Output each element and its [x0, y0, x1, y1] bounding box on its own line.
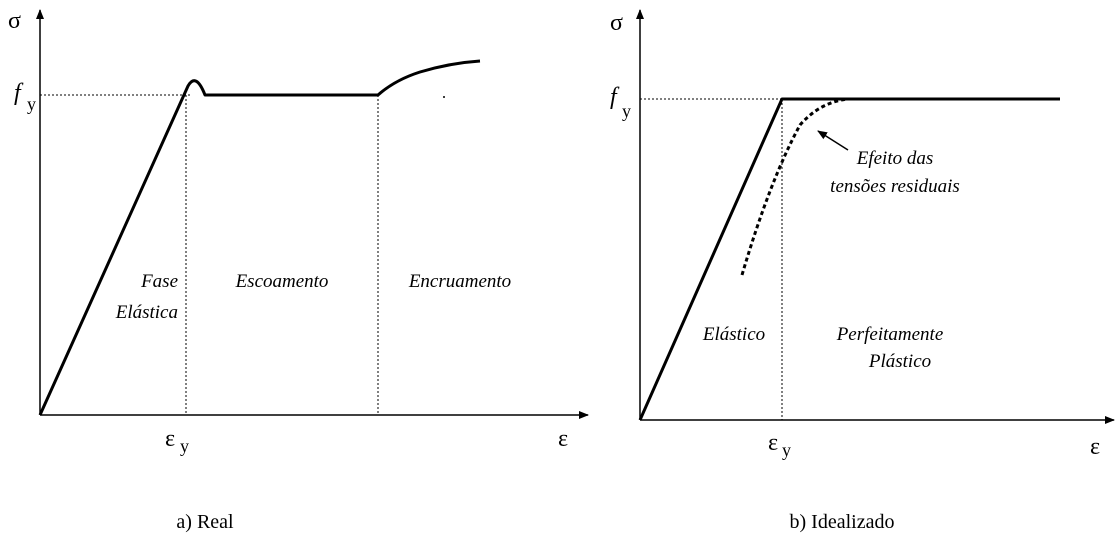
panel-idealized: σ f y ε y ε Efeito das tensões residuais…	[610, 9, 1115, 533]
ey-label: ε	[165, 426, 175, 452]
fy-label: f	[14, 80, 24, 106]
annotation-arrow	[817, 130, 849, 151]
region-label: Perfeitamente	[836, 324, 944, 345]
axis-x-label: ε	[558, 426, 568, 452]
residual-curve	[740, 97, 849, 276]
region-label: Plástico	[868, 351, 931, 372]
ey-sub: y	[782, 440, 791, 460]
fy-sub: y	[622, 101, 631, 121]
region-label: Elástico	[702, 324, 765, 345]
caption: b) Idealizado	[790, 511, 895, 533]
axis-x-label: ε	[1090, 434, 1100, 460]
region-label: Encruamento	[408, 271, 511, 292]
region-label: Escoamento	[235, 271, 329, 292]
fy-label: f	[610, 84, 620, 110]
idealized-curve	[638, 97, 1060, 421]
stress-strain-curve	[38, 59, 481, 416]
dot	[443, 96, 445, 98]
panel-real: σ f y ε y ε Fase Elástica Escoamento Enc…	[8, 8, 589, 533]
annotation: Efeito das	[856, 148, 934, 169]
region-label: Fase	[140, 271, 178, 292]
ey-label: ε	[768, 430, 778, 456]
axis-y-label: σ	[8, 8, 21, 34]
axis-y-label: σ	[610, 10, 623, 36]
fy-sub: y	[27, 94, 36, 114]
region-label: Elástica	[115, 302, 178, 323]
annotation: tensões residuais	[830, 176, 960, 197]
caption: a) Real	[176, 511, 234, 533]
ey-sub: y	[180, 436, 189, 456]
